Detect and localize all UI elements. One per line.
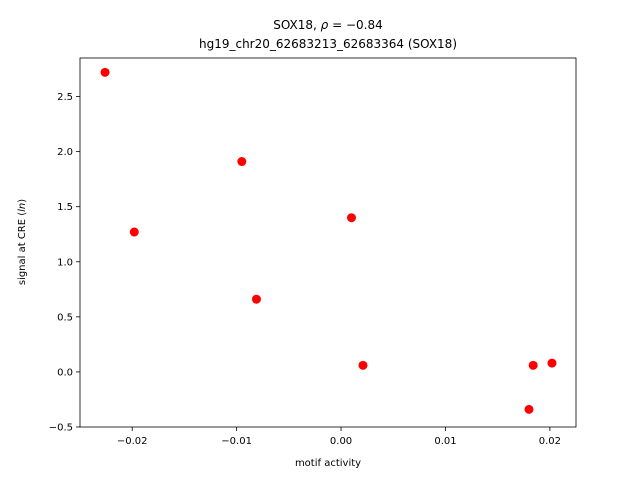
- data-point: [524, 404, 534, 414]
- y-tick-label: 0.5: [57, 312, 73, 323]
- x-axis-ticks: −0.02 −0.01 0.00 0.01 0.02: [117, 427, 561, 447]
- data-point: [129, 227, 139, 237]
- plot-area: [79, 57, 577, 428]
- y-tick-label: 2.0: [57, 147, 73, 158]
- data-point: [528, 360, 538, 370]
- data-point: [346, 213, 356, 223]
- x-tick-label: −0.02: [117, 436, 148, 447]
- y-tick-label: −0.5: [49, 423, 73, 434]
- y-axis-label: signal at CRE (ln): [17, 199, 28, 285]
- data-point: [251, 294, 261, 304]
- data-point: [358, 360, 368, 370]
- x-axis-label: motif activity: [295, 458, 361, 469]
- data-point: [237, 157, 247, 167]
- data-point: [547, 358, 557, 368]
- chart-title-line-2: hg19_chr20_62683213_62683364 (SOX18): [199, 37, 457, 51]
- y-tick-label: 0.0: [57, 367, 73, 378]
- data-point: [100, 67, 110, 77]
- x-tick-label: 0.02: [539, 436, 561, 447]
- x-tick-label: 0.01: [434, 436, 456, 447]
- plot-frame: [79, 57, 577, 428]
- chart-title-line-1: SOX18, ρ = −0.84: [273, 18, 383, 32]
- y-tick-label: 1.0: [57, 257, 73, 268]
- x-tick-label: −0.01: [221, 436, 252, 447]
- y-axis-ticks: −0.5 0.0 0.5 1.0 1.5 2.0 2.5: [49, 92, 80, 434]
- y-tick-label: 2.5: [57, 92, 73, 103]
- x-tick-label: 0.00: [330, 436, 352, 447]
- scatter-points: [100, 67, 557, 414]
- y-tick-label: 1.5: [57, 202, 73, 213]
